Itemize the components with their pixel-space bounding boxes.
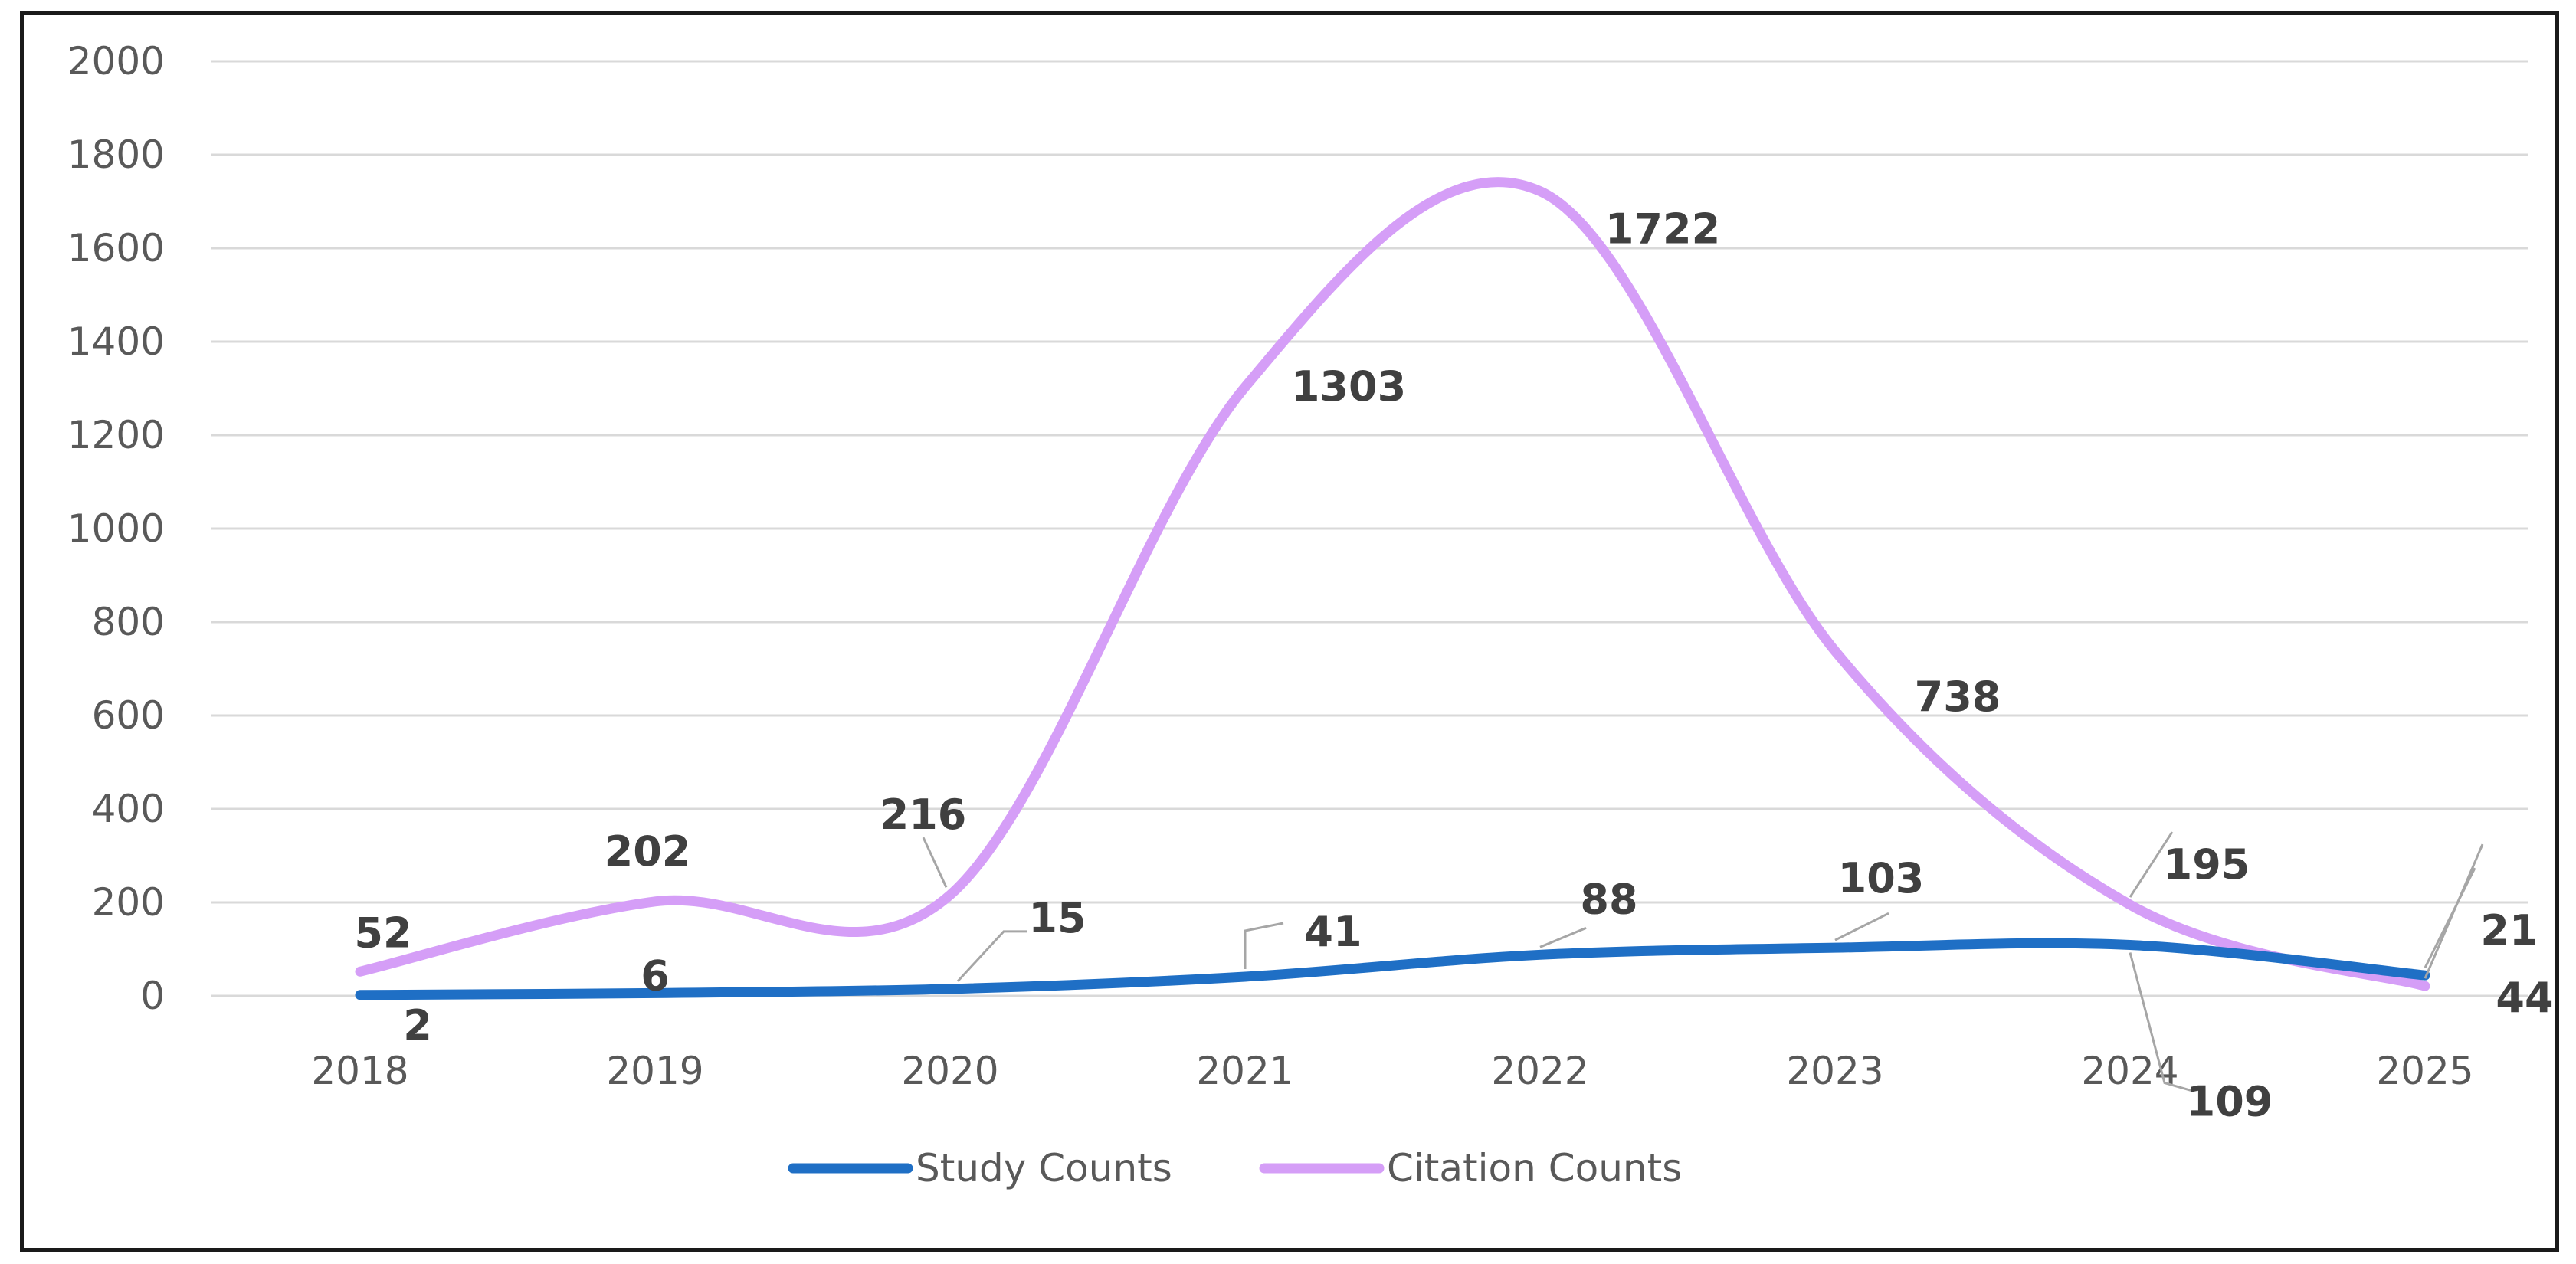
data-label-citation-counts: 1303 xyxy=(1291,362,1406,411)
legend-label: Study Counts xyxy=(916,1146,1172,1190)
series-line-study-counts xyxy=(355,938,2430,1000)
x-tick-label: 2024 xyxy=(2081,1049,2178,1093)
x-tick-label: 2018 xyxy=(311,1049,408,1093)
data-label-citation-counts: 216 xyxy=(880,791,967,839)
y-tick-label: 1600 xyxy=(67,226,165,270)
label-leader-line xyxy=(956,930,1027,982)
data-label-citation-counts: 52 xyxy=(354,909,411,957)
y-tick-label: 1000 xyxy=(67,506,165,551)
label-leader-line xyxy=(1244,922,1284,969)
x-tick-label: 2022 xyxy=(1491,1049,1588,1093)
x-axis-ticks: 2018 2019 2020 2021 2022 2023 2024 2025 xyxy=(311,1049,2473,1093)
y-tick-label: 0 xyxy=(140,974,165,1018)
y-tick-label: 200 xyxy=(92,880,165,925)
data-label-study-counts: 44 xyxy=(2496,974,2553,1022)
data-labels: 2 6 15 41 88 103 109 44 52 202 216 1303 1722 738 195 21 xyxy=(354,205,2553,1126)
data-label-citation-counts: 195 xyxy=(2164,840,2250,889)
label-leader-line xyxy=(2424,843,2484,979)
data-label-study-counts: 2 xyxy=(403,1001,432,1050)
y-tick-label: 400 xyxy=(92,787,165,831)
label-leader-line xyxy=(922,837,948,888)
label-leader-line xyxy=(1539,926,1587,948)
series-line-citation-counts xyxy=(355,177,2430,991)
data-label-study-counts: 103 xyxy=(1838,854,1925,902)
y-tick-label: 1200 xyxy=(67,413,165,457)
data-label-citation-counts: 738 xyxy=(1915,673,2001,721)
legend-label: Citation Counts xyxy=(1387,1146,1682,1190)
y-tick-label: 1800 xyxy=(67,133,165,177)
label-leader-line xyxy=(2129,831,2174,898)
x-tick-label: 2019 xyxy=(606,1049,703,1093)
data-label-study-counts: 109 xyxy=(2187,1078,2273,1126)
data-label-study-counts: 15 xyxy=(1028,894,1086,942)
label-leader-lines xyxy=(922,831,2484,1092)
y-tick-label: 600 xyxy=(92,693,165,738)
series-lines xyxy=(355,177,2430,1000)
y-tick-label: 1400 xyxy=(67,319,165,364)
label-leader-line xyxy=(1834,912,1889,941)
y-tick-label: 2000 xyxy=(67,39,165,84)
data-label-study-counts: 41 xyxy=(1304,908,1362,956)
x-tick-label: 2025 xyxy=(2376,1049,2473,1093)
x-tick-label: 2023 xyxy=(1786,1049,1883,1093)
data-label-citation-counts: 202 xyxy=(605,827,691,876)
legend: Study Counts Citation Counts xyxy=(788,1146,1682,1190)
label-leader-line xyxy=(2129,952,2192,1092)
x-tick-label: 2021 xyxy=(1196,1049,1293,1093)
data-label-citation-counts: 21 xyxy=(2480,906,2538,955)
chart-frame xyxy=(20,11,2559,1252)
data-label-study-counts: 6 xyxy=(641,951,670,1000)
data-label-citation-counts: 1722 xyxy=(1605,205,1720,254)
x-tick-label: 2020 xyxy=(901,1049,998,1093)
data-label-study-counts: 88 xyxy=(1580,875,1637,923)
y-tick-label: 800 xyxy=(92,600,165,644)
y-axis-ticks: 0 200 400 600 800 1000 1200 1400 1600 1800 2000 xyxy=(67,39,165,1018)
